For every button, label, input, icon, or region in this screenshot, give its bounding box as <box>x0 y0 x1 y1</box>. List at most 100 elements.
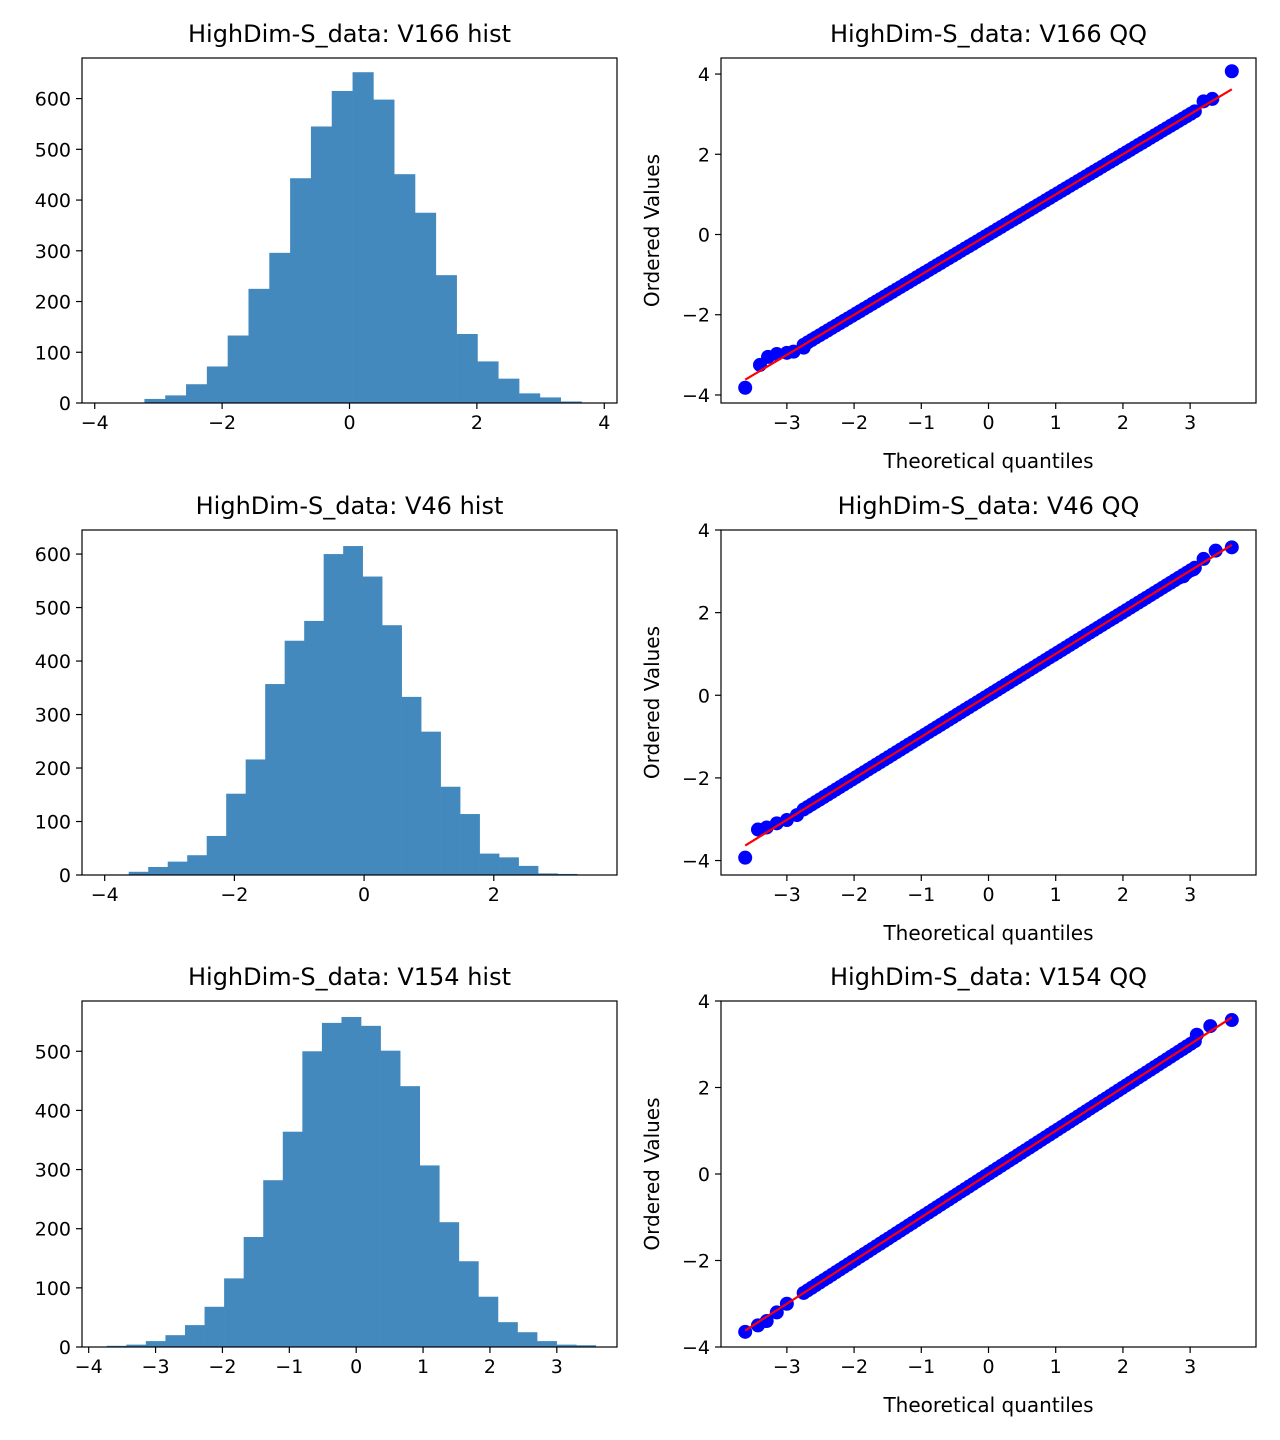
y-axis-label: Ordered Values <box>640 626 664 779</box>
y-tick-label: 100 <box>35 812 71 834</box>
hist-bar <box>206 366 228 403</box>
hist-bar <box>538 873 558 875</box>
qq-point <box>1224 64 1239 79</box>
hist-bar <box>352 72 374 403</box>
y-tick-label: 300 <box>35 1160 71 1182</box>
hist-bar <box>148 866 169 875</box>
hist-bar <box>373 99 395 403</box>
hist-bar <box>245 759 266 875</box>
x-tick-label: 1 <box>1050 884 1062 906</box>
hist-bar <box>282 1131 303 1347</box>
hist-bar <box>539 397 561 403</box>
qq-point <box>759 1314 774 1329</box>
qq-point <box>1208 543 1223 558</box>
hist-bar <box>537 1341 557 1347</box>
hist-bar <box>126 1344 147 1347</box>
hist-bar <box>341 1016 362 1347</box>
hist-bar <box>400 1086 421 1347</box>
subplot-title: HighDim-S_data: V166 QQ <box>830 20 1147 48</box>
hist-bar <box>414 212 437 403</box>
hist-bar <box>265 684 285 875</box>
subplot-title: HighDim-S_data: V154 hist <box>188 963 511 991</box>
x-tick-label: −2 <box>840 412 868 434</box>
y-tick-label: 600 <box>35 89 71 111</box>
hist-bar <box>302 1051 323 1347</box>
hist-bar <box>456 334 478 403</box>
qq-point <box>738 380 753 395</box>
y-tick-label: 500 <box>35 139 71 161</box>
x-axis-label: Theoretical quantiles <box>882 1393 1093 1417</box>
x-tick-label: 0 <box>343 412 355 434</box>
hist-bar <box>435 275 457 403</box>
hist-bar <box>184 1325 205 1347</box>
plot-area <box>106 1016 597 1347</box>
plot-area <box>109 546 578 875</box>
y-axis-label: Ordered Values <box>640 154 664 307</box>
y-tick-label: −4 <box>682 385 710 407</box>
qq-reference-line <box>744 544 1233 847</box>
x-tick-label: 4 <box>598 412 610 434</box>
subplot-title: HighDim-S_data: V166 hist <box>188 20 511 48</box>
x-tick-label: −2 <box>220 884 248 906</box>
x-tick-label: 2 <box>484 1356 496 1378</box>
hist-bar <box>204 1306 225 1347</box>
x-axis-label: Theoretical quantiles <box>882 449 1093 473</box>
x-tick-label: −1 <box>275 1356 303 1378</box>
y-tick-label: 0 <box>698 1164 710 1186</box>
hist-bar <box>128 871 149 875</box>
subplot-title: HighDim-S_data: V46 QQ <box>838 492 1140 520</box>
x-axis-label: Theoretical quantiles <box>882 921 1093 945</box>
hist-bar <box>290 178 312 403</box>
hist-bar <box>479 853 500 875</box>
hist-bar <box>224 1278 244 1347</box>
x-tick-label: −1 <box>907 412 935 434</box>
hist-bar <box>310 126 333 403</box>
hist-bar <box>145 1341 166 1347</box>
y-tick-label: 300 <box>35 705 71 727</box>
hist-bar <box>227 335 249 403</box>
subplot-3: HighDim-S_data: V46 hist −4 −2 0 2 0 100 200 300… <box>35 492 618 906</box>
hist-bar <box>165 395 187 403</box>
hist-bar <box>498 378 520 403</box>
y-tick-label: 4 <box>698 991 710 1013</box>
hist-bar <box>401 696 422 875</box>
hist-bar <box>144 398 166 403</box>
hist-bar <box>440 786 461 875</box>
y-tick-label: 200 <box>35 758 71 780</box>
hist-bar <box>362 576 383 875</box>
y-tick-label: 0 <box>698 225 710 247</box>
hist-bar <box>243 1236 264 1347</box>
hist-bar <box>226 793 246 875</box>
axes-frame <box>81 1000 618 1348</box>
qq-reference-line <box>744 88 1233 381</box>
hist-bar <box>186 384 208 403</box>
y-tick-label: 500 <box>35 598 71 620</box>
y-tick-label: 400 <box>35 190 71 212</box>
x-tick-label: 2 <box>471 412 483 434</box>
hist-bar <box>206 835 227 875</box>
qq-reference-line <box>744 1016 1233 1332</box>
qq-point <box>1196 551 1211 566</box>
x-tick-label: −1 <box>907 1356 935 1378</box>
subplot-title: HighDim-S_data: V154 QQ <box>830 963 1147 991</box>
y-tick-label: 100 <box>35 1278 71 1300</box>
y-tick-label: 300 <box>35 241 71 263</box>
hist-bar <box>248 288 270 403</box>
y-tick-label: 4 <box>698 64 710 86</box>
y-tick-label: 0 <box>59 865 71 887</box>
hist-bar <box>458 1261 479 1347</box>
y-tick-label: 600 <box>35 544 71 566</box>
hist-bar <box>380 1050 401 1347</box>
qq-point <box>796 340 811 355</box>
hist-bar <box>321 1022 342 1347</box>
x-tick-label: −3 <box>773 884 801 906</box>
x-tick-label: −3 <box>142 1356 170 1378</box>
qq-points <box>738 540 1239 865</box>
qq-point <box>1224 1013 1239 1028</box>
x-tick-label: −4 <box>81 412 109 434</box>
x-tick-label: −2 <box>840 1356 868 1378</box>
x-tick-label: −2 <box>208 1356 236 1378</box>
x-tick-label: −2 <box>208 412 236 434</box>
y-tick-label: 0 <box>59 393 71 415</box>
